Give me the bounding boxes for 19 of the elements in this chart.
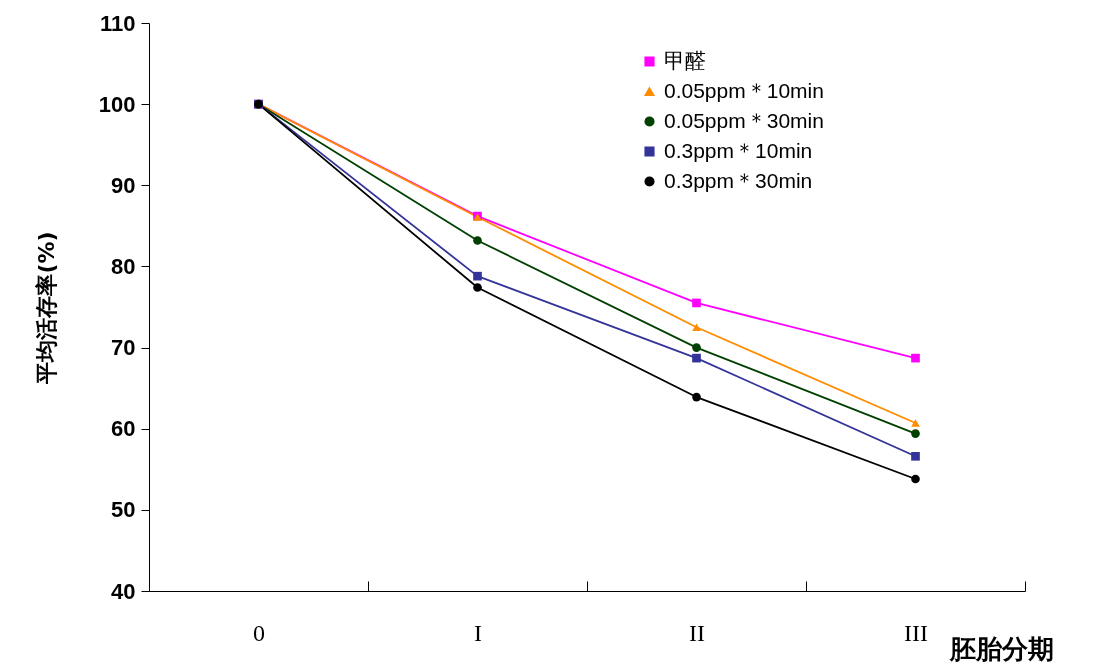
legend-label: 0.05ppm＊30min bbox=[664, 108, 824, 132]
y-tick-label: 50 bbox=[111, 497, 136, 523]
y-tick-label: 90 bbox=[111, 172, 136, 198]
x-axis-title: 胚胎分期 bbox=[948, 633, 1054, 663]
x-tick-label: 0 bbox=[253, 619, 265, 646]
legend-label: 0.3ppm＊10min bbox=[664, 138, 813, 162]
y-tick-label: 60 bbox=[111, 416, 136, 442]
x-tick-label: I bbox=[474, 619, 482, 646]
y-tick-label: 100 bbox=[98, 91, 136, 117]
y-tick-label: 70 bbox=[111, 335, 136, 361]
y-tick-label: 40 bbox=[111, 578, 136, 604]
legend-label: 0.3ppm＊30min bbox=[664, 168, 813, 192]
y-tick-label: 110 bbox=[100, 10, 136, 36]
y-axis-title: 平均活存率(%) bbox=[33, 231, 59, 385]
x-tick-label: III bbox=[904, 619, 928, 646]
x-tick-label: II bbox=[689, 619, 705, 646]
legend-label: 0.05ppm＊10min bbox=[664, 78, 824, 102]
legend-label: 甲醛 bbox=[664, 48, 706, 72]
y-tick-label: 80 bbox=[111, 253, 136, 279]
